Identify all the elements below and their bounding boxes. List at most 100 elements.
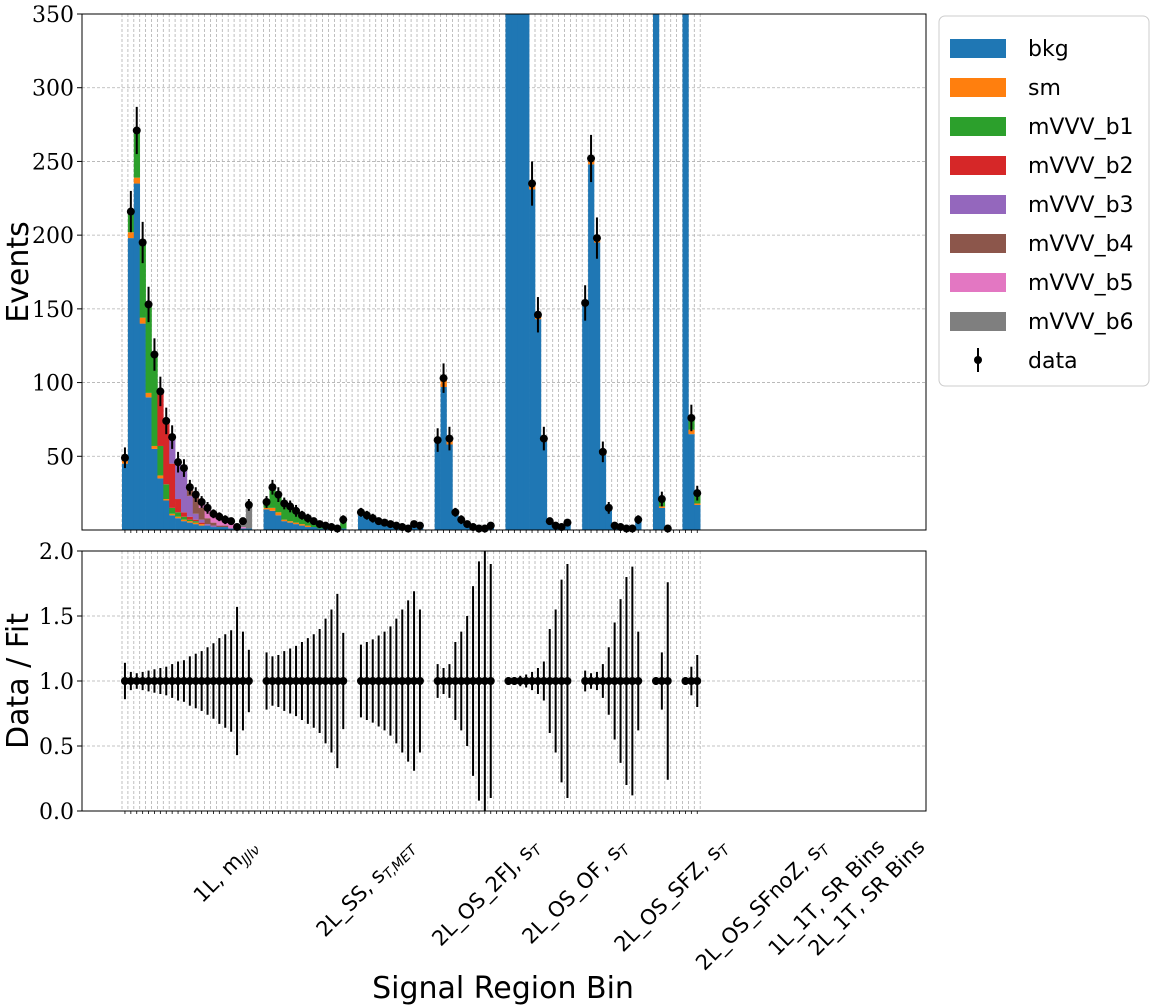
bar-bkg xyxy=(204,525,211,530)
bar-mVVV_b3 xyxy=(198,519,205,523)
data-point xyxy=(215,512,224,521)
bar-sm xyxy=(299,524,306,526)
data-point xyxy=(622,524,631,533)
bar-mVVV_b5 xyxy=(240,527,247,529)
bar-sm xyxy=(275,512,282,516)
data-point xyxy=(404,524,413,533)
bar-bkg xyxy=(358,515,365,530)
ratio-point xyxy=(262,677,271,685)
data-point xyxy=(581,298,590,307)
data-point xyxy=(238,517,247,526)
ratio-point xyxy=(268,677,277,685)
bar-bkg xyxy=(588,164,595,530)
data-point xyxy=(292,506,301,515)
ratio-point xyxy=(557,677,566,685)
bar-bkg xyxy=(363,518,371,530)
data-point xyxy=(539,434,548,443)
ratio-point xyxy=(457,677,466,685)
legend: bkg sm mVVV_b1 mVVV_b2 mVVV_b3 mVVV_b4 mVVV_b5… xyxy=(938,15,1150,387)
bar-bkg xyxy=(540,441,548,530)
bar-bkg xyxy=(245,528,253,530)
data-point xyxy=(339,515,348,524)
legend-swatch-mVVV_b5 xyxy=(950,273,1006,292)
data-point xyxy=(297,511,306,520)
ratio-point xyxy=(315,677,324,685)
ratio-points xyxy=(120,551,702,811)
ratio-point xyxy=(398,677,407,685)
bar-bkg xyxy=(287,522,294,530)
ratio-point xyxy=(634,677,643,685)
bar-mVVV_b2 xyxy=(157,389,164,446)
data-point xyxy=(356,508,365,517)
bar-mVVV_b2 xyxy=(169,463,176,508)
ratio-point xyxy=(297,677,306,685)
ratio-y-tick-label: 0.0 xyxy=(39,800,74,825)
ratio-point xyxy=(138,677,147,685)
ratio-point xyxy=(209,677,218,685)
ratio-point xyxy=(191,677,200,685)
ratio-point xyxy=(404,677,413,685)
bar-mVVV_b6 xyxy=(245,504,253,529)
bar-bkg xyxy=(375,522,382,530)
data-point xyxy=(557,523,566,532)
bar-sm xyxy=(192,522,199,525)
bar-bkg xyxy=(653,14,660,530)
ratio-point xyxy=(197,677,206,685)
bar-mVVV_b3 xyxy=(169,438,176,464)
bar-mVVV_b1 xyxy=(186,519,194,522)
ratio-point xyxy=(433,677,442,685)
ratio-y-tick-label: 1.0 xyxy=(39,670,74,695)
data-point xyxy=(480,524,489,533)
legend-marker-data xyxy=(974,356,982,364)
bar-bkg xyxy=(169,515,176,530)
bar-bkg xyxy=(222,527,229,530)
ratio-point xyxy=(445,677,454,685)
ratio-point xyxy=(451,677,460,685)
ratio-point xyxy=(439,677,448,685)
ratio-point xyxy=(303,677,312,685)
ratio-point xyxy=(410,677,419,685)
ratio-point xyxy=(687,677,696,685)
data-point xyxy=(598,447,607,456)
bar-bkg xyxy=(163,500,170,530)
bar-mVVV_b1 xyxy=(269,490,276,508)
bar-bkg xyxy=(440,386,447,530)
bar-sm xyxy=(293,522,300,525)
ratio-point xyxy=(185,677,194,685)
data-point xyxy=(168,433,177,442)
ratio-point xyxy=(362,677,371,685)
legend-label-mVVV_b5: mVVV_b5 xyxy=(1028,271,1134,296)
data-point xyxy=(693,489,702,498)
grid-lines xyxy=(82,13,926,812)
data-point xyxy=(244,500,253,509)
legend-label-mVVV_b3: mVVV_b3 xyxy=(1028,193,1134,218)
bar-sm xyxy=(133,177,140,184)
bar-bkg xyxy=(269,510,276,530)
bar-mVVV_b1 xyxy=(157,445,164,476)
bar-mVVV_b1 xyxy=(151,354,158,446)
bar-bkg xyxy=(381,524,388,530)
data-point xyxy=(156,387,165,396)
ratio-point xyxy=(126,677,135,685)
bar-sm xyxy=(145,392,152,398)
main-y-tick-label: 200 xyxy=(32,224,74,249)
data-point xyxy=(280,499,289,508)
data-point xyxy=(592,234,601,243)
bar-mVVV_b3 xyxy=(192,513,199,520)
ratio-y-tick-label: 2.0 xyxy=(39,540,74,565)
data-point xyxy=(663,524,672,533)
bar-mVVV_b2 xyxy=(198,522,205,525)
bar-mVVV_b4 xyxy=(198,507,205,520)
bar-bkg xyxy=(446,444,453,530)
ratio-point xyxy=(374,677,383,685)
bar-bkg xyxy=(599,454,607,530)
ratio-point xyxy=(486,677,495,685)
ratio-point xyxy=(386,677,395,685)
bar-mVVV_b3 xyxy=(181,465,188,513)
data-point xyxy=(545,517,554,526)
main-y-tick-label: 150 xyxy=(32,298,74,323)
data-point xyxy=(433,436,442,445)
ratio-point xyxy=(356,677,365,685)
ratio-point xyxy=(563,677,572,685)
